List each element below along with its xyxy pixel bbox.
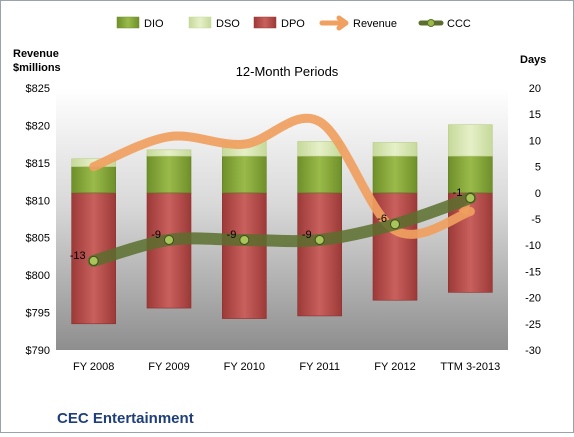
x-tick-label-1: FY 2009: [148, 361, 189, 373]
left-tick-label-5: $815: [26, 158, 50, 170]
left-tick-label-6: $820: [26, 120, 50, 132]
legend-item-dio: DIO: [116, 16, 164, 30]
ccc-data-label-4: -6: [377, 213, 387, 225]
x-tick-label-3: FY 2011: [299, 361, 340, 373]
company-name: CEC Entertainment: [57, 410, 194, 427]
ccc-point-5: [465, 193, 476, 204]
bar-dio-1: [146, 155, 192, 194]
ccc-data-label-1: -9: [151, 229, 161, 241]
legend-label-dpo: DPO: [281, 18, 305, 30]
ccc-point-3: [314, 234, 325, 245]
legend-label-dio: DIO: [144, 18, 164, 30]
right-tick-label-8: 10: [529, 135, 541, 147]
bar-dso-5: [448, 124, 493, 157]
ccc-point-4: [390, 219, 400, 230]
right-tick-label-9: 15: [529, 109, 541, 121]
left-tick-label-3: $805: [26, 233, 50, 245]
left-axis-label-line2: $millions: [13, 62, 61, 74]
left-tick-label-1: $795: [26, 308, 50, 320]
x-tick-label-2: FY 2010: [224, 361, 265, 373]
legend-swatch-dso: [188, 16, 212, 29]
ccc-line: [87, 192, 477, 267]
ccc-data-label-0: -13: [70, 250, 86, 262]
bar-dso-1: [146, 149, 192, 157]
ccc-point-0: [88, 255, 99, 266]
left-tick-label-7: $825: [26, 83, 50, 95]
line-series: -13 -9 -9 -9 -6 -1: [70, 113, 477, 267]
right-tick-label-6: 0: [535, 188, 541, 200]
bar-dio-4: [372, 155, 418, 194]
bar-dio-2: [222, 155, 267, 194]
legend-marker-ccc: [427, 19, 435, 27]
right-tick-label-7: 5: [535, 162, 541, 174]
left-axis-label-line1: Revenue: [13, 48, 59, 60]
x-tick-label-5: TTM 3-2013: [440, 361, 500, 373]
right-axis: -30 -25 -20 -15 -10 -5 0 5 10 15 20: [525, 83, 541, 357]
left-tick-label-2: $800: [26, 270, 50, 282]
revenue-line: [89, 113, 475, 239]
bar-dpo-2: [222, 192, 267, 319]
legend-label-ccc: CCC: [447, 18, 471, 30]
ccc-data-label-3: -9: [302, 229, 312, 241]
right-tick-label-10: 20: [529, 83, 541, 95]
legend-label-dso: DSO: [216, 18, 240, 30]
right-tick-label-3: -15: [525, 266, 541, 278]
left-axis: $790 $795 $800 $805 $810 $815 $820 $825: [26, 83, 50, 357]
x-axis: FY 2008 FY 2009 FY 2010 FY 2011 FY 2012 TTM 3…: [73, 361, 500, 373]
legend-item-revenue: Revenue: [319, 15, 397, 31]
x-tick-label-4: FY 2012: [374, 361, 415, 373]
x-tick-label-0: FY 2008: [73, 361, 114, 373]
legend-label-revenue: Revenue: [353, 18, 397, 30]
legend-swatch-revenue: [319, 15, 349, 31]
bar-dio-3: [297, 155, 342, 194]
chart-title: 12-Month Periods: [236, 64, 339, 79]
legend-item-dpo: DPO: [253, 16, 305, 30]
right-tick-label-5: -5: [531, 214, 541, 226]
left-tick-label-0: $790: [26, 345, 50, 357]
right-tick-label-1: -25: [525, 319, 541, 331]
legend: DIO DSO DPO Revenue CCC: [116, 15, 471, 31]
ccc-data-label-2: -9: [227, 229, 237, 241]
legend-item-ccc: CCC: [418, 18, 471, 30]
legend-swatch-dpo: [253, 16, 277, 29]
right-tick-label-0: -30: [525, 345, 541, 357]
left-tick-label-4: $810: [26, 195, 50, 207]
bar-dio-5: [448, 155, 493, 194]
bar-dpo-1: [146, 192, 192, 309]
right-tick-label-2: -20: [525, 293, 541, 305]
right-axis-label: Days: [520, 54, 546, 66]
bar-dso-4: [372, 142, 418, 157]
ccc-data-label-5: -1: [453, 187, 463, 199]
right-tick-label-4: -10: [525, 240, 541, 252]
ccc-point-1: [164, 234, 174, 245]
legend-swatch-dio: [116, 16, 140, 29]
ccc-point-2: [239, 234, 250, 245]
legend-item-dso: DSO: [188, 16, 240, 30]
bar-dpo-3: [297, 192, 342, 317]
